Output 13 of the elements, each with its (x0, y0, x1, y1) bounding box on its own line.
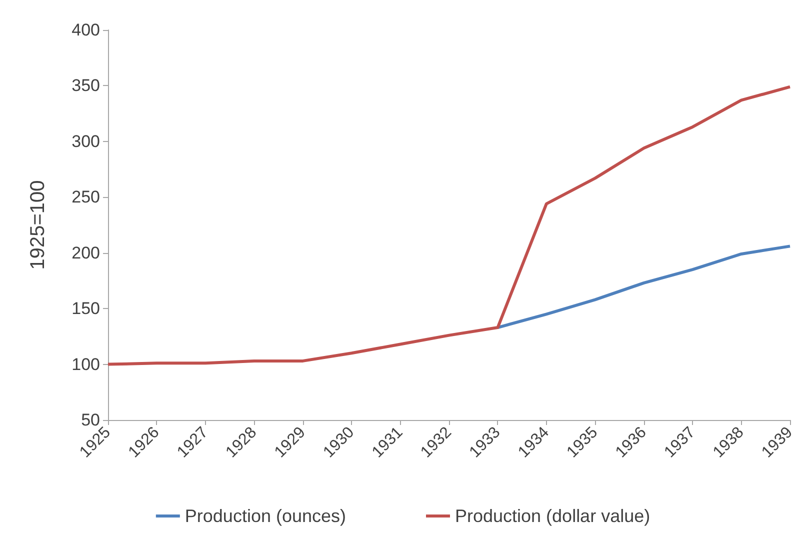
y-tick-label: 400 (72, 20, 100, 40)
y-tick-label: 150 (72, 299, 100, 318)
y-axis-title: 1925=100 (27, 180, 49, 270)
y-tick-label: 250 (72, 188, 100, 207)
y-tick-label: 100 (72, 354, 100, 374)
y-tick-label: 300 (72, 132, 100, 151)
y-tick-label: 200 (72, 243, 100, 262)
y-tick-label: 350 (72, 76, 100, 96)
line-series (106, 85, 792, 366)
line-series (496, 244, 792, 330)
y-tick-label: 50 (81, 410, 100, 430)
legend-label: Production (ounces) (184, 506, 346, 526)
legend-label: Production (dollar value) (454, 506, 650, 526)
